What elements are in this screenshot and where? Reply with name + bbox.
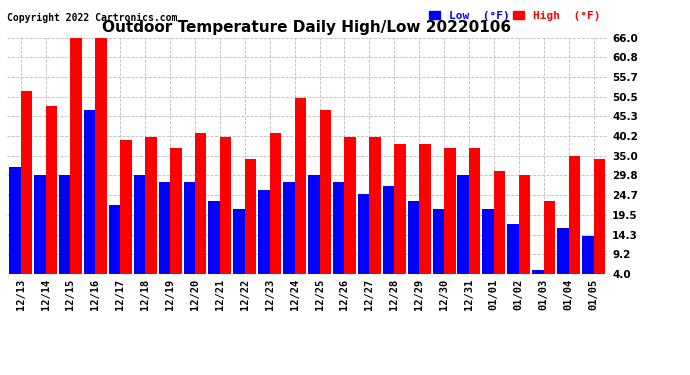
Bar — [9, 167, 21, 289]
Bar — [369, 136, 381, 289]
Bar — [494, 171, 505, 289]
Bar — [21, 91, 32, 289]
Bar — [419, 144, 431, 289]
Bar — [383, 186, 394, 289]
Bar — [457, 175, 469, 289]
Bar — [319, 110, 331, 289]
Bar — [109, 205, 120, 289]
Bar — [569, 156, 580, 289]
Bar — [95, 38, 107, 289]
Bar — [519, 175, 530, 289]
Bar — [84, 110, 95, 289]
Bar — [469, 148, 480, 289]
Bar — [220, 136, 231, 289]
Bar — [34, 175, 46, 289]
Bar — [482, 209, 494, 289]
Legend: Low  (°F), High  (°F): Low (°F), High (°F) — [428, 10, 602, 22]
Bar — [120, 140, 132, 289]
Bar — [544, 201, 555, 289]
Bar — [358, 194, 369, 289]
Bar — [593, 159, 605, 289]
Bar — [46, 106, 57, 289]
Bar — [184, 182, 195, 289]
Bar — [444, 148, 455, 289]
Bar — [295, 99, 306, 289]
Bar — [394, 144, 406, 289]
Bar — [159, 182, 170, 289]
Bar — [145, 136, 157, 289]
Bar — [170, 148, 181, 289]
Text: Copyright 2022 Cartronics.com: Copyright 2022 Cartronics.com — [7, 13, 177, 23]
Bar — [333, 182, 344, 289]
Bar — [245, 159, 256, 289]
Bar — [532, 270, 544, 289]
Bar — [233, 209, 245, 289]
Bar — [195, 133, 206, 289]
Bar — [270, 133, 281, 289]
Bar — [408, 201, 419, 289]
Title: Outdoor Temperature Daily High/Low 20220106: Outdoor Temperature Daily High/Low 20220… — [103, 20, 511, 35]
Bar — [59, 175, 70, 289]
Bar — [582, 236, 593, 289]
Bar — [344, 136, 356, 289]
Bar — [507, 224, 519, 289]
Bar — [134, 175, 145, 289]
Bar — [433, 209, 444, 289]
Bar — [308, 175, 319, 289]
Bar — [208, 201, 220, 289]
Bar — [557, 228, 569, 289]
Bar — [258, 190, 270, 289]
Bar — [283, 182, 295, 289]
Bar — [70, 38, 82, 289]
